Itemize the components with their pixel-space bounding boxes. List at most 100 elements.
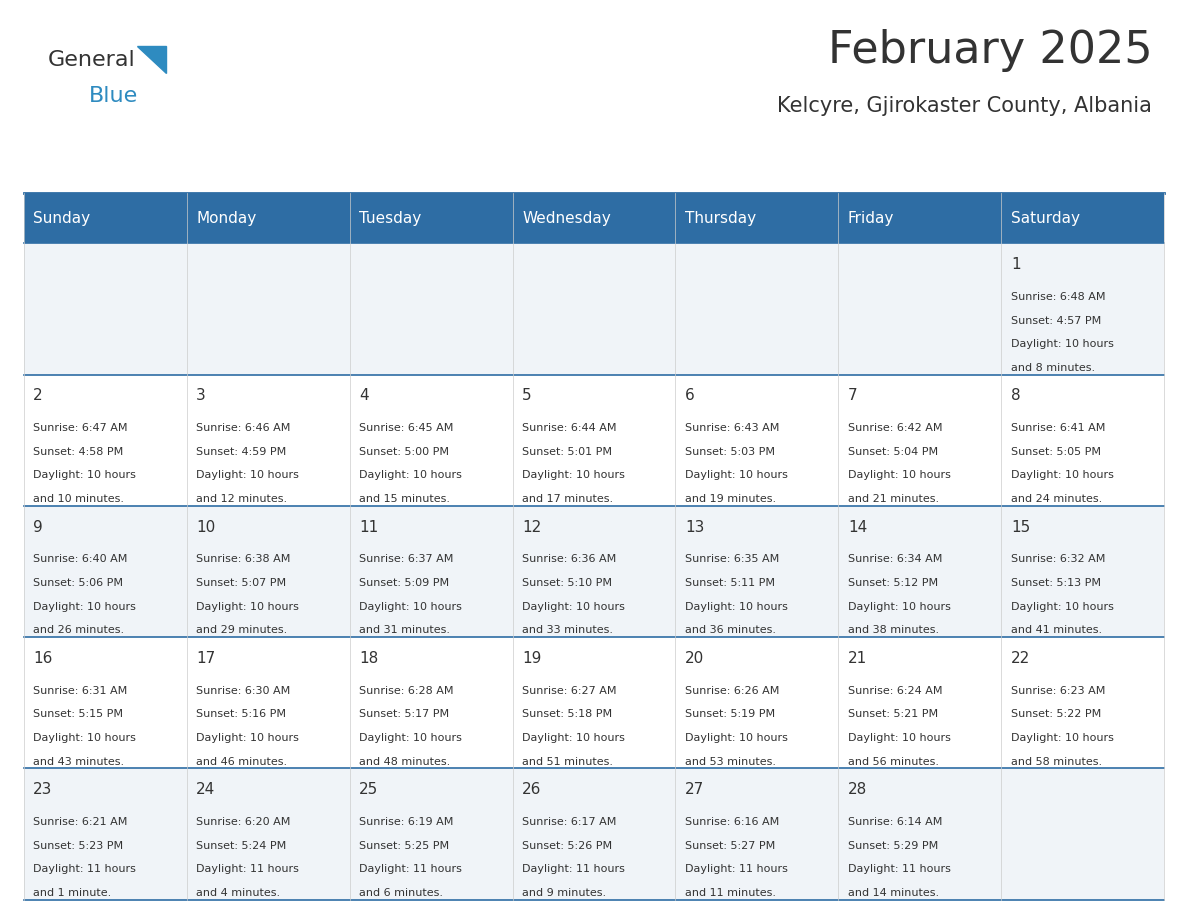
Text: and 12 minutes.: and 12 minutes. xyxy=(196,494,287,504)
Text: Daylight: 10 hours: Daylight: 10 hours xyxy=(522,601,625,611)
Text: Sunday: Sunday xyxy=(33,210,90,226)
Text: Sunset: 5:05 PM: Sunset: 5:05 PM xyxy=(1011,447,1101,457)
Text: and 46 minutes.: and 46 minutes. xyxy=(196,756,287,767)
Text: Sunrise: 6:36 AM: Sunrise: 6:36 AM xyxy=(522,554,617,565)
Text: Daylight: 10 hours: Daylight: 10 hours xyxy=(685,470,788,480)
Text: Daylight: 10 hours: Daylight: 10 hours xyxy=(848,733,950,743)
Text: and 17 minutes.: and 17 minutes. xyxy=(522,494,613,504)
Text: 21: 21 xyxy=(848,651,867,666)
Text: 13: 13 xyxy=(685,520,704,534)
Text: and 29 minutes.: and 29 minutes. xyxy=(196,625,287,635)
Text: Daylight: 10 hours: Daylight: 10 hours xyxy=(685,733,788,743)
Bar xyxy=(1001,768,1164,900)
Text: 15: 15 xyxy=(1011,520,1030,534)
Text: Sunrise: 6:16 AM: Sunrise: 6:16 AM xyxy=(685,817,779,827)
Bar xyxy=(839,506,1001,637)
Text: Sunrise: 6:37 AM: Sunrise: 6:37 AM xyxy=(359,554,454,565)
Bar xyxy=(1001,193,1164,243)
Text: Sunrise: 6:24 AM: Sunrise: 6:24 AM xyxy=(848,686,942,696)
Bar xyxy=(24,243,187,375)
Bar xyxy=(187,506,349,637)
Bar xyxy=(676,375,839,506)
Bar xyxy=(187,637,349,768)
Text: Sunrise: 6:43 AM: Sunrise: 6:43 AM xyxy=(685,423,779,433)
Text: and 9 minutes.: and 9 minutes. xyxy=(522,888,606,898)
Text: 14: 14 xyxy=(848,520,867,534)
Text: and 36 minutes.: and 36 minutes. xyxy=(685,625,776,635)
Text: Sunset: 5:13 PM: Sunset: 5:13 PM xyxy=(1011,578,1101,588)
Text: Daylight: 11 hours: Daylight: 11 hours xyxy=(359,864,462,874)
Text: 6: 6 xyxy=(685,388,695,403)
Text: 19: 19 xyxy=(522,651,542,666)
Text: Daylight: 10 hours: Daylight: 10 hours xyxy=(359,470,462,480)
Text: Sunrise: 6:30 AM: Sunrise: 6:30 AM xyxy=(196,686,290,696)
Text: Sunrise: 6:14 AM: Sunrise: 6:14 AM xyxy=(848,817,942,827)
Bar xyxy=(349,768,512,900)
Text: Daylight: 11 hours: Daylight: 11 hours xyxy=(522,864,625,874)
Text: Sunset: 5:07 PM: Sunset: 5:07 PM xyxy=(196,578,286,588)
Text: 16: 16 xyxy=(33,651,52,666)
Text: Kelcyre, Gjirokaster County, Albania: Kelcyre, Gjirokaster County, Albania xyxy=(777,95,1152,116)
Bar xyxy=(839,637,1001,768)
Text: and 38 minutes.: and 38 minutes. xyxy=(848,625,939,635)
Text: and 26 minutes.: and 26 minutes. xyxy=(33,625,125,635)
Text: Sunset: 5:01 PM: Sunset: 5:01 PM xyxy=(522,447,612,457)
Text: 17: 17 xyxy=(196,651,215,666)
Bar xyxy=(676,243,839,375)
Text: Sunrise: 6:44 AM: Sunrise: 6:44 AM xyxy=(522,423,617,433)
Text: 22: 22 xyxy=(1011,651,1030,666)
Text: Sunrise: 6:28 AM: Sunrise: 6:28 AM xyxy=(359,686,454,696)
Text: 26: 26 xyxy=(522,782,542,797)
Bar xyxy=(349,243,512,375)
Text: Sunrise: 6:19 AM: Sunrise: 6:19 AM xyxy=(359,817,454,827)
Bar xyxy=(24,637,187,768)
Text: Blue: Blue xyxy=(89,86,138,106)
Bar xyxy=(187,768,349,900)
Bar xyxy=(24,768,187,900)
Bar xyxy=(187,193,349,243)
Text: Sunrise: 6:35 AM: Sunrise: 6:35 AM xyxy=(685,554,779,565)
Text: and 8 minutes.: and 8 minutes. xyxy=(1011,363,1095,373)
Text: 3: 3 xyxy=(196,388,206,403)
Text: Daylight: 10 hours: Daylight: 10 hours xyxy=(1011,470,1113,480)
Text: Sunset: 5:09 PM: Sunset: 5:09 PM xyxy=(359,578,449,588)
Bar xyxy=(676,768,839,900)
Text: and 6 minutes.: and 6 minutes. xyxy=(359,888,443,898)
Bar xyxy=(1001,375,1164,506)
Text: General: General xyxy=(48,50,135,70)
Text: Sunset: 5:22 PM: Sunset: 5:22 PM xyxy=(1011,710,1101,720)
Text: 25: 25 xyxy=(359,782,378,797)
Text: and 53 minutes.: and 53 minutes. xyxy=(685,756,776,767)
Text: Sunset: 5:04 PM: Sunset: 5:04 PM xyxy=(848,447,939,457)
Text: Sunset: 5:27 PM: Sunset: 5:27 PM xyxy=(685,841,776,851)
Text: Daylight: 10 hours: Daylight: 10 hours xyxy=(359,601,462,611)
Text: Sunrise: 6:32 AM: Sunrise: 6:32 AM xyxy=(1011,554,1105,565)
Text: 20: 20 xyxy=(685,651,704,666)
Text: Sunrise: 6:26 AM: Sunrise: 6:26 AM xyxy=(685,686,779,696)
Text: Sunrise: 6:40 AM: Sunrise: 6:40 AM xyxy=(33,554,127,565)
Text: and 21 minutes.: and 21 minutes. xyxy=(848,494,939,504)
Text: and 31 minutes.: and 31 minutes. xyxy=(359,625,450,635)
Text: Sunrise: 6:21 AM: Sunrise: 6:21 AM xyxy=(33,817,127,827)
Text: and 43 minutes.: and 43 minutes. xyxy=(33,756,125,767)
Text: Sunset: 5:26 PM: Sunset: 5:26 PM xyxy=(522,841,612,851)
Text: Friday: Friday xyxy=(848,210,895,226)
Text: Sunrise: 6:38 AM: Sunrise: 6:38 AM xyxy=(196,554,291,565)
Bar xyxy=(839,243,1001,375)
Text: 18: 18 xyxy=(359,651,378,666)
Text: Sunset: 5:23 PM: Sunset: 5:23 PM xyxy=(33,841,124,851)
Text: and 48 minutes.: and 48 minutes. xyxy=(359,756,450,767)
Text: Sunrise: 6:48 AM: Sunrise: 6:48 AM xyxy=(1011,292,1105,302)
Bar xyxy=(24,193,187,243)
Text: Sunrise: 6:34 AM: Sunrise: 6:34 AM xyxy=(848,554,942,565)
Text: Sunset: 5:25 PM: Sunset: 5:25 PM xyxy=(359,841,449,851)
Text: Sunset: 5:29 PM: Sunset: 5:29 PM xyxy=(848,841,939,851)
Text: 24: 24 xyxy=(196,782,215,797)
Polygon shape xyxy=(137,46,166,73)
Text: Sunrise: 6:17 AM: Sunrise: 6:17 AM xyxy=(522,817,617,827)
Bar xyxy=(512,637,676,768)
Text: Daylight: 10 hours: Daylight: 10 hours xyxy=(33,470,137,480)
Text: Sunrise: 6:45 AM: Sunrise: 6:45 AM xyxy=(359,423,454,433)
Text: Sunset: 5:19 PM: Sunset: 5:19 PM xyxy=(685,710,775,720)
Text: Sunrise: 6:23 AM: Sunrise: 6:23 AM xyxy=(1011,686,1105,696)
